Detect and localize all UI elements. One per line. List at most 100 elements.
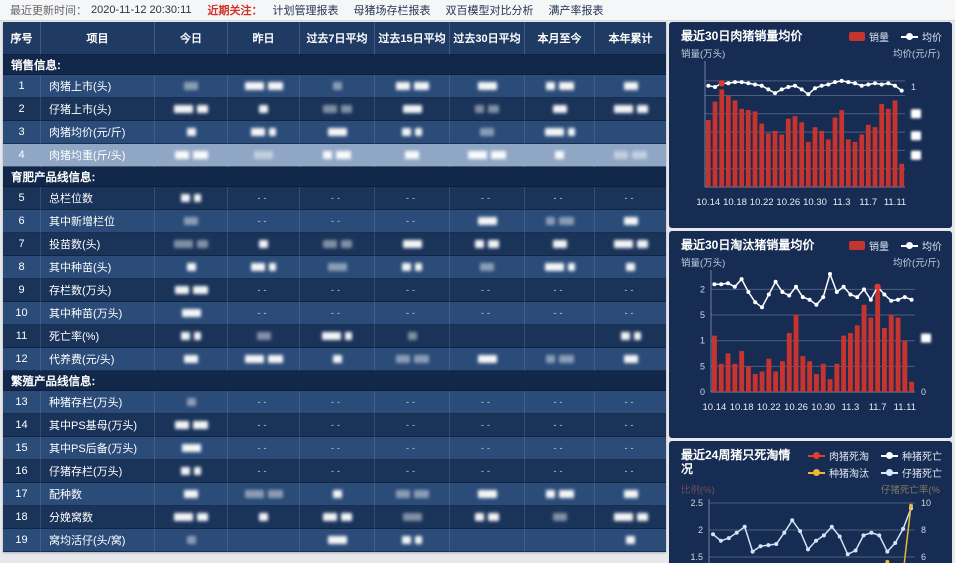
- table-row[interactable]: 19 窝均活仔(头/窝): [3, 529, 666, 552]
- cell-value: [300, 98, 375, 121]
- legend-item[interactable]: 种猪死亡: [881, 448, 942, 463]
- table-row[interactable]: 18 分娩窝数: [3, 506, 666, 529]
- svg-text:10.26: 10.26: [784, 402, 808, 413]
- cell-value: [375, 256, 450, 279]
- cell-value: [300, 121, 375, 144]
- legend-swatch-line: [808, 468, 825, 477]
- table-header-cell: 本年累计: [595, 22, 666, 55]
- svg-text:1: 1: [700, 336, 705, 346]
- table-row[interactable]: 12 代养费(元/头): [3, 348, 666, 371]
- legend-item[interactable]: 销量: [849, 29, 889, 44]
- cell-value: [228, 325, 300, 348]
- cell-value: --: [375, 414, 450, 437]
- recent-focus-label: 近期关注：: [207, 5, 263, 17]
- cell-value: [375, 233, 450, 256]
- cell-value: --: [375, 210, 450, 233]
- cell-value: [525, 483, 595, 506]
- cell-value: [595, 529, 666, 552]
- cell-value: [595, 256, 666, 279]
- cell-value: [375, 483, 450, 506]
- report-link-0[interactable]: 计划管理报表: [272, 5, 339, 17]
- table-row[interactable]: 3 肉猪均价(元/斤): [3, 121, 666, 144]
- cell-value: --: [375, 391, 450, 414]
- table-row[interactable]: 6 其中新增栏位 -- -- --: [3, 210, 666, 233]
- table-row[interactable]: 2 仔猪上市(头): [3, 98, 666, 121]
- svg-text:0: 0: [921, 387, 926, 397]
- chart-legend: 肉猪死淘 种猪死亡 种猪淘汰 仔猪死亡: [792, 448, 942, 480]
- legend-item[interactable]: 均价: [901, 238, 942, 253]
- table-row[interactable]: 13 种猪存栏(万头) -- -- -- -- -- --: [3, 391, 666, 414]
- legend-item[interactable]: 种猪淘汰: [808, 465, 869, 480]
- cell-value: [525, 325, 595, 348]
- svg-text:11.11: 11.11: [884, 197, 906, 208]
- row-label: 肉猪上市(头): [41, 75, 155, 98]
- cell-value: [375, 144, 450, 167]
- table-row[interactable]: 15 其中PS后备(万头) -- -- -- -- -- --: [3, 437, 666, 460]
- y-right-unit: 仔猪死亡率(%: [880, 485, 940, 496]
- table-row[interactable]: 9 存栏数(万头) -- -- -- -- -- --: [3, 279, 666, 302]
- table-row[interactable]: 1 肉猪上市(头): [3, 75, 666, 98]
- cell-value: [450, 506, 525, 529]
- cell-value: [228, 75, 300, 98]
- cell-value: [155, 302, 228, 325]
- legend-item[interactable]: 均价: [901, 29, 942, 44]
- report-link-2[interactable]: 双百模型对比分析: [445, 5, 534, 17]
- cell-value: --: [595, 391, 666, 414]
- svg-text:11.3: 11.3: [842, 402, 860, 413]
- cell-value: --: [228, 460, 300, 483]
- table-row[interactable]: 4 肉猪均重(斤/头): [3, 144, 666, 167]
- svg-text:6: 6: [921, 552, 926, 562]
- legend-item[interactable]: 销量: [849, 238, 889, 253]
- svg-text:10.14: 10.14: [703, 402, 727, 413]
- cell-value: [525, 210, 595, 233]
- cell-value: --: [375, 460, 450, 483]
- svg-text:1: 1: [911, 82, 916, 92]
- chart-card: 最近30日肉猪销量均价 销量 均价 销量(万头) 均价(元/斤) 1 10.14 10.18 1…: [669, 22, 952, 228]
- cell-value: [595, 121, 666, 144]
- table-header-cell: 过去30日平均: [450, 22, 525, 55]
- cell-value: [450, 144, 525, 167]
- cell-value: --: [450, 302, 525, 325]
- cell-value: [300, 348, 375, 371]
- cell-value: --: [525, 279, 595, 302]
- cell-value: --: [450, 437, 525, 460]
- row-index: 18: [3, 506, 41, 529]
- table-row[interactable]: 17 配种数: [3, 483, 666, 506]
- cell-value: [155, 391, 228, 414]
- cell-value: --: [300, 279, 375, 302]
- svg-text:10.14: 10.14: [696, 197, 720, 208]
- cell-value: --: [525, 391, 595, 414]
- table-row[interactable]: 5 总栏位数 -- -- -- -- -- --: [3, 187, 666, 210]
- svg-text:10.30: 10.30: [811, 402, 835, 413]
- cell-value: [525, 506, 595, 529]
- row-index: 3: [3, 121, 41, 144]
- y-right-unit: 均价(元/斤): [893, 258, 940, 269]
- cell-value: [525, 233, 595, 256]
- cell-value: [300, 144, 375, 167]
- svg-text:2.5: 2.5: [690, 498, 703, 508]
- svg-text:11.11: 11.11: [894, 402, 916, 413]
- table-row[interactable]: 7 投苗数(头): [3, 233, 666, 256]
- cell-value: [595, 75, 666, 98]
- table-row[interactable]: 14 其中PS基母(万头) -- -- -- -- -- --: [3, 414, 666, 437]
- cell-value: --: [375, 187, 450, 210]
- table-row[interactable]: 16 仔猪存栏(万头) -- -- -- -- -- --: [3, 460, 666, 483]
- cell-value: [525, 256, 595, 279]
- axis-unit-labels: 销量(万头) 均价(元/斤): [669, 44, 952, 60]
- legend-item[interactable]: 肉猪死淘: [808, 448, 869, 463]
- cell-value: [155, 348, 228, 371]
- report-link-1[interactable]: 母猪场存栏报表: [353, 5, 431, 17]
- cell-value: [228, 233, 300, 256]
- legend-item[interactable]: 仔猪死亡: [881, 465, 942, 480]
- table-row[interactable]: 10 其中种苗(万头) -- -- -- -- -- --: [3, 302, 666, 325]
- cell-value: [155, 414, 228, 437]
- table-row[interactable]: 11 死亡率(%): [3, 325, 666, 348]
- cell-value: [155, 233, 228, 256]
- cell-value: [155, 144, 228, 167]
- row-label: 窝均活仔(头/窝): [41, 529, 155, 552]
- table-row[interactable]: 8 其中种苗(头): [3, 256, 666, 279]
- report-link-3[interactable]: 满产率报表: [548, 5, 604, 17]
- cell-value: --: [300, 391, 375, 414]
- cell-value: --: [525, 187, 595, 210]
- row-label: 分娩窝数: [41, 506, 155, 529]
